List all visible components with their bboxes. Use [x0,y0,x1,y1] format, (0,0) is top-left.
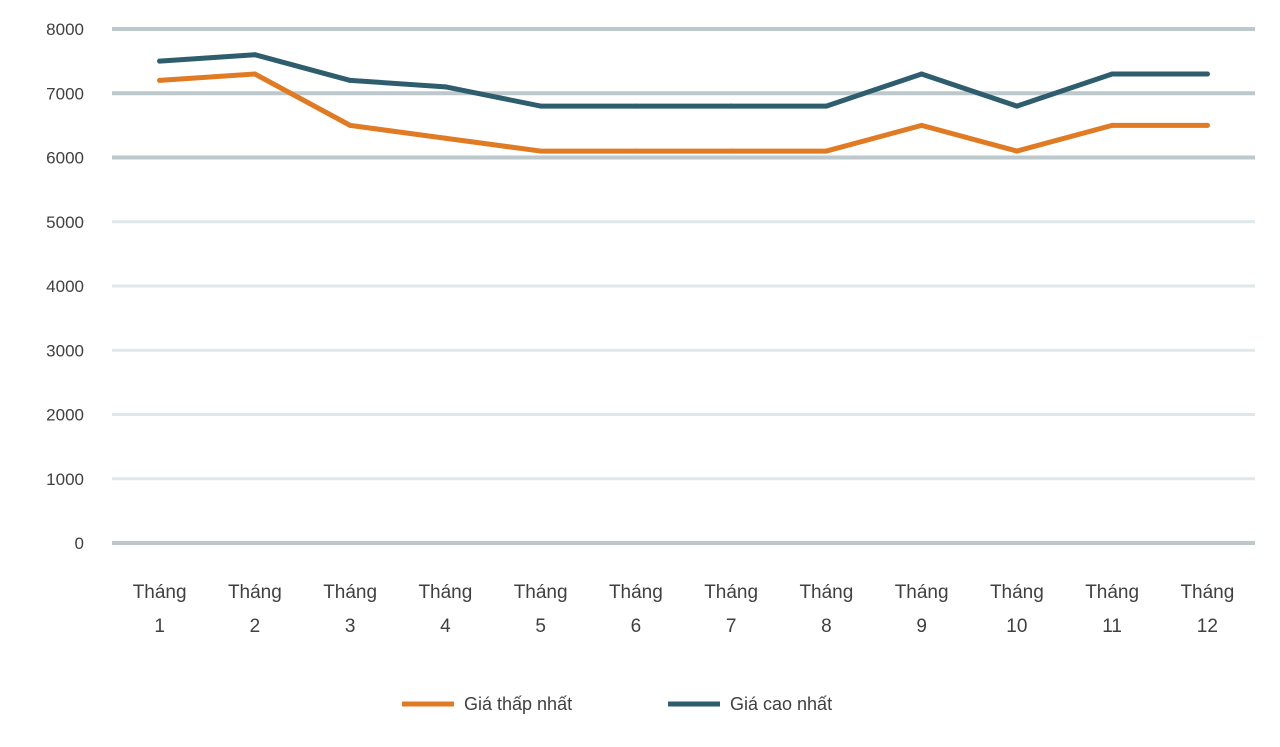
data-point [157,58,163,64]
y-tick-label: 7000 [46,84,84,103]
data-point [1204,71,1210,77]
y-tick-label: 2000 [46,406,84,425]
x-tick-label-number: 11 [1102,616,1122,637]
data-point [633,148,639,154]
x-tick-label: Tháng 11 [1085,582,1139,637]
x-tick-label: Tháng 3 [323,582,377,637]
x-tick-label: Tháng 6 [609,582,663,637]
y-tick-label: 3000 [46,341,84,360]
y-tick-label: 0 [75,534,84,553]
x-tick-label-number: 9 [916,616,927,637]
x-tick-label: Tháng 7 [704,582,758,637]
x-tick-label-number: 12 [1197,616,1218,637]
x-tick-label-number: 8 [821,616,832,637]
series-line-1 [157,52,1210,109]
x-tick-label-word: Tháng [1085,582,1139,603]
y-tick-label: 4000 [46,277,84,296]
x-tick-label-word: Tháng [1180,582,1234,603]
data-point [823,148,829,154]
data-point [442,84,448,90]
x-tick-label-word: Tháng [799,582,853,603]
x-tick-label: Tháng 4 [418,582,472,637]
data-point [823,103,829,109]
x-tick-label-number: 2 [250,616,261,637]
x-tick-label-word: Tháng [704,582,758,603]
series-lines [157,52,1210,154]
x-tick-label-word: Tháng [323,582,377,603]
data-point [1109,122,1115,128]
legend-label: Giá cao nhất [730,694,832,714]
data-point [347,77,353,83]
data-point [538,148,544,154]
data-point [442,135,448,141]
data-point [1014,148,1020,154]
x-tick-label: Tháng 9 [895,582,949,637]
data-point [919,71,925,77]
y-axis-ticks: 0 1000 2000 3000 4000 5000 6000 7000 8000 [46,20,84,553]
x-tick-label-word: Tháng [133,582,187,603]
x-tick-label-number: 7 [726,616,737,637]
x-tick-label-number: 6 [631,616,642,637]
x-tick-label-word: Tháng [895,582,949,603]
y-tick-label: 1000 [46,470,84,489]
x-tick-label-number: 4 [440,616,451,637]
data-point [538,103,544,109]
x-tick-label: Tháng 12 [1180,582,1234,637]
x-tick-label: Tháng 1 [133,582,187,637]
x-tick-label: Tháng 10 [990,582,1044,637]
x-tick-label-word: Tháng [609,582,663,603]
data-point [1014,103,1020,109]
data-point [1204,122,1210,128]
data-point [347,122,353,128]
x-tick-label-word: Tháng [514,582,568,603]
y-tick-label: 8000 [46,20,84,39]
data-point [1109,71,1115,77]
x-tick-label-word: Tháng [418,582,472,603]
x-tick-label-word: Tháng [990,582,1044,603]
x-tick-label-number: 10 [1006,616,1027,637]
data-point [728,103,734,109]
x-tick-label-word: Tháng [228,582,282,603]
x-tick-label-number: 5 [535,616,546,637]
series-line-0 [157,71,1210,154]
legend: Giá thấp nhất Giá cao nhất [402,694,832,714]
data-point [633,103,639,109]
data-point [157,77,163,83]
x-tick-label-number: 1 [154,616,165,637]
x-tick-label: Tháng 8 [799,582,853,637]
gridlines [112,27,1255,545]
y-tick-label: 5000 [46,213,84,232]
y-tick-label: 6000 [46,149,84,168]
data-point [728,148,734,154]
data-point [252,71,258,77]
data-point [919,122,925,128]
legend-label: Giá thấp nhất [464,694,572,714]
x-tick-label: Tháng 5 [514,582,568,637]
data-point [252,52,258,58]
x-tick-label: Tháng 2 [228,582,282,637]
x-tick-label-number: 3 [345,616,356,637]
